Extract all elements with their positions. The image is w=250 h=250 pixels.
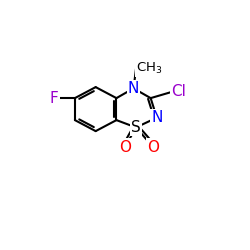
Text: N: N [128, 81, 139, 96]
Text: N: N [151, 110, 162, 125]
Text: Cl: Cl [172, 84, 186, 100]
Text: F: F [50, 90, 58, 106]
Text: CH$_3$: CH$_3$ [136, 61, 162, 76]
Text: O: O [147, 140, 159, 154]
Text: S: S [131, 120, 141, 135]
Text: O: O [119, 140, 131, 154]
